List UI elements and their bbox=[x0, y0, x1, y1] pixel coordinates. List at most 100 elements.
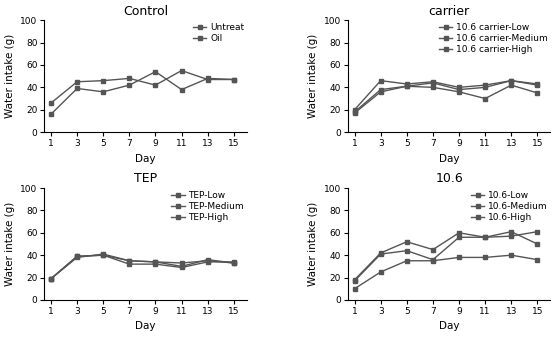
Y-axis label: Water intake (g): Water intake (g) bbox=[309, 34, 318, 118]
10.6-High bbox=[378, 270, 384, 274]
10.6-Low bbox=[430, 248, 436, 252]
Oil bbox=[152, 70, 159, 74]
10.6 carrier-High bbox=[534, 91, 541, 95]
TEP-High bbox=[231, 260, 237, 264]
10.6-Low bbox=[482, 235, 489, 239]
TEP-Low bbox=[126, 259, 133, 263]
Line: 10.6-Medium: 10.6-Medium bbox=[352, 229, 540, 283]
10.6-Low bbox=[404, 240, 410, 244]
10.6 carrier-High bbox=[378, 90, 384, 94]
TEP-Low bbox=[231, 261, 237, 265]
Oil bbox=[126, 83, 133, 87]
Line: 10.6 carrier-Medium: 10.6 carrier-Medium bbox=[352, 78, 540, 112]
Untreat bbox=[231, 78, 237, 82]
Title: 10.6: 10.6 bbox=[435, 173, 463, 185]
Y-axis label: Water intake (g): Water intake (g) bbox=[309, 202, 318, 286]
Untreat bbox=[178, 68, 185, 72]
10.6 carrier-High bbox=[351, 111, 358, 115]
10.6-High bbox=[456, 255, 463, 259]
Line: 10.6-High: 10.6-High bbox=[352, 253, 540, 291]
10.6 carrier-Low bbox=[456, 88, 463, 92]
10.6 carrier-Low bbox=[404, 84, 410, 88]
X-axis label: Day: Day bbox=[439, 321, 459, 331]
Line: 10.6 carrier-Low: 10.6 carrier-Low bbox=[352, 78, 540, 114]
10.6-High bbox=[482, 255, 489, 259]
TEP-High bbox=[126, 262, 133, 266]
Untreat bbox=[152, 83, 159, 87]
TEP-Low bbox=[205, 259, 211, 263]
Line: Oil: Oil bbox=[48, 69, 236, 117]
TEP-High bbox=[48, 277, 54, 281]
10.6-High bbox=[351, 287, 358, 291]
Oil bbox=[231, 78, 237, 82]
Oil bbox=[74, 87, 81, 91]
TEP-High bbox=[178, 266, 185, 270]
10.6-Medium bbox=[508, 234, 515, 238]
10.6-Medium bbox=[404, 249, 410, 253]
10.6 carrier-Medium bbox=[456, 85, 463, 89]
10.6-High bbox=[404, 259, 410, 263]
10.6 carrier-Medium bbox=[404, 82, 410, 86]
10.6 carrier-Low bbox=[430, 81, 436, 85]
10.6-Low bbox=[378, 251, 384, 255]
10.6 carrier-Low bbox=[351, 110, 358, 114]
Untreat bbox=[48, 101, 54, 105]
Line: TEP-High: TEP-High bbox=[48, 253, 236, 281]
TEP-Low bbox=[178, 261, 185, 265]
10.6 carrier-High bbox=[404, 84, 410, 88]
10.6 carrier-Low bbox=[378, 88, 384, 92]
TEP-Medium bbox=[178, 264, 185, 268]
Untreat bbox=[74, 80, 81, 84]
TEP-High bbox=[100, 253, 107, 257]
TEP-Low bbox=[74, 254, 81, 258]
TEP-Medium bbox=[231, 261, 237, 265]
Untreat bbox=[100, 79, 107, 83]
10.6-Medium bbox=[482, 235, 489, 239]
Legend: Untreat, Oil: Untreat, Oil bbox=[192, 22, 245, 44]
TEP-Low bbox=[48, 277, 54, 281]
10.6-Low bbox=[351, 278, 358, 282]
Oil bbox=[100, 90, 107, 94]
10.6 carrier-Medium bbox=[351, 108, 358, 112]
Y-axis label: Water intake (g): Water intake (g) bbox=[5, 202, 14, 286]
X-axis label: Day: Day bbox=[136, 154, 156, 163]
10.6-High bbox=[534, 257, 541, 262]
10.6 carrier-High bbox=[508, 83, 515, 87]
10.6 carrier-High bbox=[482, 96, 489, 100]
10.6-Low bbox=[508, 229, 515, 234]
10.6 carrier-Medium bbox=[378, 79, 384, 83]
TEP-Medium bbox=[126, 259, 133, 263]
10.6-High bbox=[508, 253, 515, 257]
TEP-High bbox=[74, 254, 81, 258]
TEP-Low bbox=[100, 253, 107, 257]
Line: TEP-Low: TEP-Low bbox=[48, 253, 236, 281]
10.6 carrier-Low bbox=[482, 85, 489, 89]
Y-axis label: Water intake (g): Water intake (g) bbox=[5, 34, 14, 118]
10.6 carrier-High bbox=[430, 85, 436, 89]
10.6-Low bbox=[534, 242, 541, 246]
TEP-Low bbox=[152, 260, 159, 264]
Legend: TEP-Low, TEP-Medium, TEP-High: TEP-Low, TEP-Medium, TEP-High bbox=[171, 190, 245, 223]
Title: carrier: carrier bbox=[429, 5, 470, 18]
10.6 carrier-Low bbox=[534, 83, 541, 87]
X-axis label: Day: Day bbox=[136, 321, 156, 331]
10.6-High bbox=[430, 259, 436, 263]
Oil bbox=[205, 76, 211, 81]
TEP-Medium bbox=[205, 257, 211, 262]
10.6 carrier-Medium bbox=[534, 82, 541, 86]
10.6-Medium bbox=[534, 229, 541, 234]
Line: 10.6-Low: 10.6-Low bbox=[352, 229, 540, 282]
10.6-Medium bbox=[351, 279, 358, 283]
Legend: 10.6-Low, 10.6-Medium, 10.6-High: 10.6-Low, 10.6-Medium, 10.6-High bbox=[470, 190, 549, 223]
TEP-Medium bbox=[48, 277, 54, 281]
TEP-High bbox=[205, 260, 211, 264]
Untreat bbox=[205, 78, 211, 82]
10.6 carrier-Medium bbox=[430, 80, 436, 84]
Legend: 10.6 carrier-Low, 10.6 carrier-Medium, 10.6 carrier-High: 10.6 carrier-Low, 10.6 carrier-Medium, 1… bbox=[438, 22, 549, 55]
10.6 carrier-High bbox=[456, 90, 463, 94]
10.6 carrier-Medium bbox=[482, 83, 489, 87]
X-axis label: Day: Day bbox=[439, 154, 459, 163]
Oil bbox=[178, 88, 185, 92]
Line: TEP-Medium: TEP-Medium bbox=[48, 252, 236, 281]
10.6-Medium bbox=[430, 257, 436, 262]
